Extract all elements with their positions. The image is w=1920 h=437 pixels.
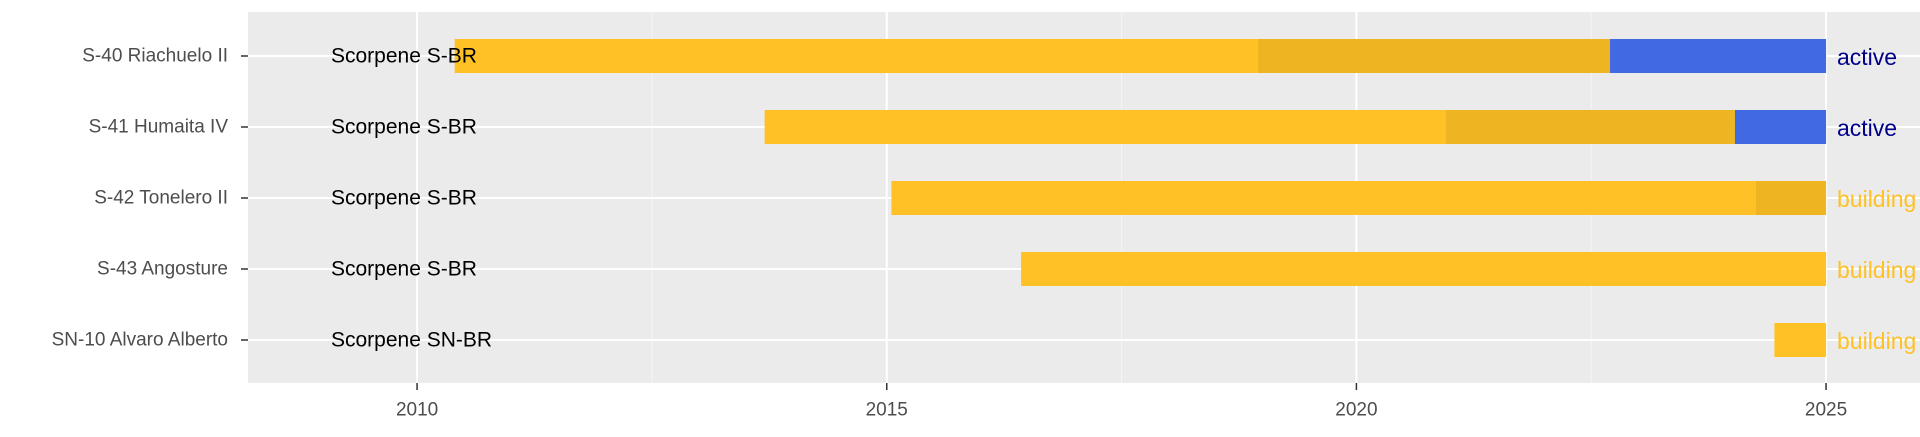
y-tick-label: S-41 Humaita IV (89, 117, 229, 138)
class-label: Scorpene S-BR (331, 45, 477, 68)
status-label: active (1837, 115, 1897, 141)
class-label: Scorpene S-BR (331, 116, 477, 139)
bar-segment-building (891, 181, 1756, 215)
bar-segment-active (1610, 39, 1827, 73)
status-label: building (1837, 186, 1916, 212)
status-layer: active active building building building (1837, 44, 1916, 354)
x-tick-label: 2025 (1805, 400, 1847, 421)
y-axis: S-40 Riachuelo II S-41 Humaita IV S-42 Ton… (52, 46, 248, 351)
bar-segment-active (1734, 110, 1827, 144)
y-tick-label: S-42 Tonelero II (94, 188, 228, 209)
bars-layer (454, 39, 1827, 357)
bar-segment-building (764, 110, 1446, 144)
bar-segment-fitting-out (1445, 110, 1735, 144)
bar-segment-building (1774, 323, 1827, 357)
labels-layer: Scorpene S-BR Scorpene S-BR Scorpene S-BR S… (331, 45, 492, 352)
x-tick-label: 2020 (1335, 400, 1377, 421)
class-label: Scorpene SN-BR (331, 329, 492, 352)
x-axis: 2010 2015 2020 2025 (396, 383, 1847, 421)
bar-segment-building (454, 39, 1258, 73)
bar-segment-fitting-out (1257, 39, 1611, 73)
class-label: Scorpene S-BR (331, 187, 477, 210)
y-tick-label: SN-10 Alvaro Alberto (52, 330, 228, 351)
bar-segment-building (1021, 252, 1827, 286)
y-tick-label: S-40 Riachuelo II (82, 46, 228, 67)
bar-segment-fitting-out (1755, 181, 1827, 215)
status-label: active (1837, 44, 1897, 70)
y-tick-label: S-43 Angosture (97, 259, 228, 280)
x-tick-label: 2015 (866, 400, 908, 421)
x-tick-label: 2010 (396, 400, 438, 421)
status-label: building (1837, 328, 1916, 354)
class-label: Scorpene S-BR (331, 258, 477, 281)
status-label: building (1837, 257, 1916, 283)
